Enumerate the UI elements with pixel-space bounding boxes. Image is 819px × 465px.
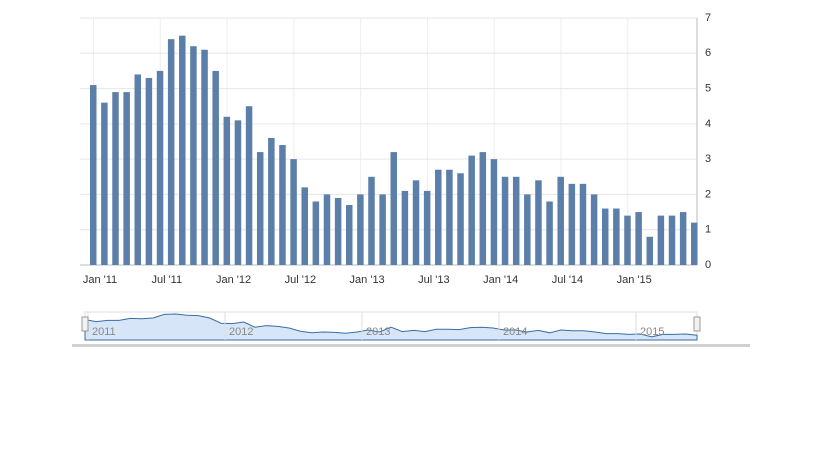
bar (201, 49, 208, 265)
navigator-label: 2012 (229, 326, 253, 338)
bar (134, 74, 142, 265)
bar (112, 92, 119, 265)
y-tick-label: 0 (705, 259, 711, 271)
x-tick-label: Jul '11 (151, 274, 182, 286)
bar (101, 102, 108, 265)
bar (668, 215, 676, 265)
bar (123, 92, 130, 265)
bar (290, 159, 297, 265)
bar (568, 183, 576, 265)
bar (679, 212, 687, 265)
bar (657, 215, 665, 265)
bar (646, 236, 653, 265)
bar (323, 194, 331, 265)
bar (546, 201, 553, 265)
bar (412, 180, 420, 265)
x-tick-label: Jan '14 (483, 274, 518, 286)
bar (479, 152, 487, 265)
bar (334, 197, 342, 265)
bar (691, 222, 698, 265)
bar (579, 183, 587, 265)
navigator-handle[interactable] (81, 316, 89, 332)
bar (535, 180, 542, 265)
y-tick-label: 7 (705, 12, 711, 24)
bar (357, 194, 364, 265)
x-tick-label: Jul '14 (552, 274, 583, 286)
x-tick-label: Jan '12 (216, 274, 251, 286)
bar (490, 159, 498, 265)
bar (590, 194, 598, 265)
x-tick-label: Jan '11 (83, 274, 117, 286)
bar (446, 169, 453, 265)
bar (390, 152, 398, 265)
navigator-area (84, 313, 698, 341)
navigator-label: 2011 (92, 326, 116, 338)
bar (212, 70, 219, 265)
bar (524, 194, 531, 265)
navigator: 2011 2012 2013 2014 2015 (81, 311, 701, 341)
bar (613, 208, 620, 265)
bar (457, 173, 464, 265)
y-tick-label: 4 (705, 118, 711, 130)
bar (234, 120, 242, 265)
bar (557, 176, 564, 265)
navigator-label: 2014 (503, 326, 527, 338)
y-tick-label: 6 (705, 47, 711, 59)
bar (167, 39, 175, 265)
x-tick-label: Jul '13 (418, 274, 449, 286)
bar (601, 208, 609, 265)
bar (401, 190, 409, 265)
y-tick-label: 2 (705, 188, 711, 200)
bar (279, 145, 286, 265)
bar (223, 116, 231, 265)
bar (179, 35, 186, 266)
bar (624, 215, 631, 265)
bar (90, 85, 97, 266)
x-tick-label: Jan '15 (617, 274, 652, 286)
navigator-label: 2015 (640, 326, 664, 338)
scrollbar[interactable] (72, 344, 750, 347)
bar (301, 187, 308, 265)
bar (245, 106, 253, 265)
x-tick-label: Jul '12 (285, 274, 316, 286)
bar (435, 169, 442, 265)
bar (145, 77, 153, 265)
bar (468, 155, 475, 265)
navigator-handle[interactable] (693, 316, 701, 332)
bar (345, 205, 353, 265)
x-tick-label: Jan '13 (350, 274, 385, 286)
navigator-label: 2013 (366, 326, 390, 338)
bar (512, 176, 520, 265)
bar (256, 152, 264, 265)
y-tick-label: 1 (705, 224, 711, 236)
bar (312, 201, 320, 265)
bar (156, 70, 164, 265)
bar (501, 176, 509, 265)
bar (268, 137, 275, 265)
bar (379, 194, 386, 265)
y-tick-label: 3 (705, 153, 711, 165)
bar (190, 46, 197, 265)
bar (423, 190, 431, 265)
y-tick-label: 5 (705, 82, 711, 94)
bar (635, 212, 642, 265)
bar (368, 176, 375, 265)
